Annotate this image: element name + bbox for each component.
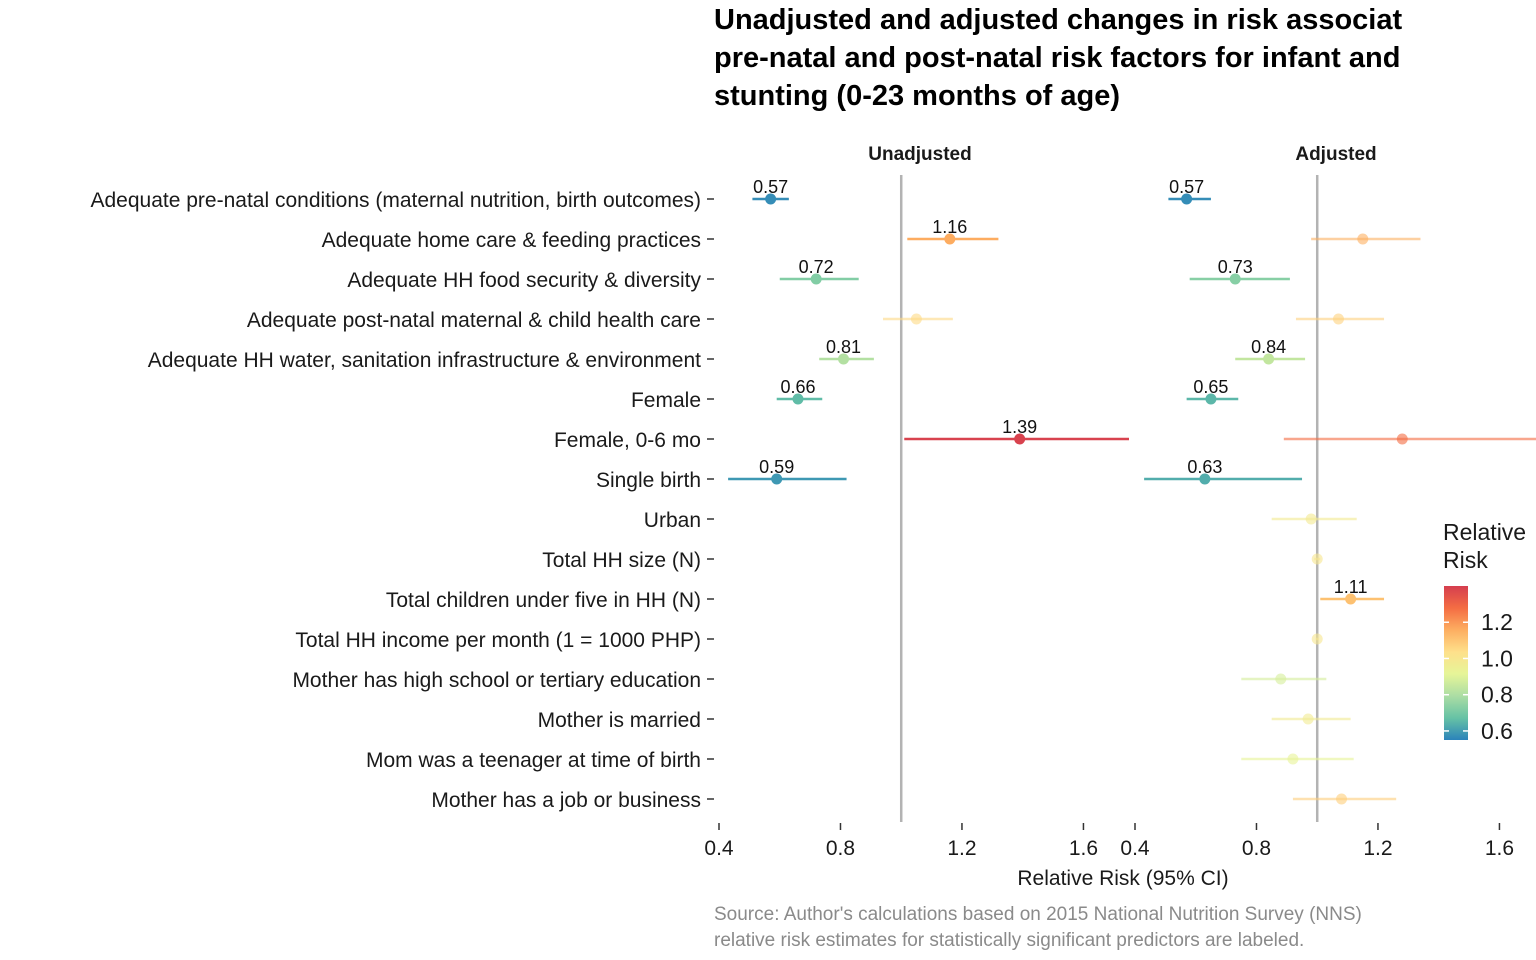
x-tick-label: 1.6: [1069, 837, 1098, 860]
x-tick-label: 0.8: [1242, 837, 1271, 860]
legend-title: Risk: [1443, 547, 1488, 573]
estimate-point: [1311, 553, 1323, 565]
category-label: Urban: [644, 509, 701, 532]
estimate-point: [765, 193, 777, 205]
panel-title: Unadjusted: [868, 144, 971, 165]
x-tick-label: 1.2: [1363, 837, 1392, 860]
chart-title-line-1: Unadjusted and adjusted changes in risk …: [714, 4, 1403, 36]
data-label: 0.81: [826, 337, 861, 357]
caption-line-1: Source: Author's calculations based on 2…: [714, 904, 1362, 925]
data-label: 0.72: [799, 257, 834, 277]
data-label: 1.16: [932, 217, 967, 237]
x-tick-label: 0.4: [1120, 837, 1150, 860]
category-label: Adequate pre-natal conditions (maternal …: [91, 189, 702, 212]
data-label: 0.73: [1218, 257, 1253, 277]
legend-tick-label: 0.8: [1481, 682, 1513, 708]
estimate-point: [771, 473, 783, 485]
data-label: 0.84: [1251, 337, 1286, 357]
data-label: 0.65: [1193, 377, 1228, 397]
estimate-point: [1345, 593, 1357, 605]
x-tick-label: 1.2: [947, 837, 976, 860]
category-label: Total HH income per month (1 = 1000 PHP): [295, 629, 701, 652]
estimate-point: [1332, 313, 1344, 325]
chart-title-line-2: pre-natal and post-natal risk factors fo…: [714, 42, 1401, 74]
estimate-point: [1014, 433, 1026, 445]
estimate-point: [792, 393, 804, 405]
estimate-point: [1263, 353, 1275, 365]
category-label: Adequate home care & feeding practices: [322, 229, 701, 252]
category-label: Single birth: [596, 469, 701, 492]
legend-title: Relative: [1443, 519, 1526, 545]
legend-tick-label: 0.6: [1481, 718, 1513, 744]
estimate-point: [1396, 433, 1408, 445]
legend-tick-label: 1.2: [1481, 609, 1513, 635]
data-label: 1.39: [1002, 417, 1037, 437]
legend-colorbar: [1444, 586, 1468, 740]
estimate-point: [1229, 273, 1241, 285]
estimate-point: [1181, 193, 1193, 205]
x-axis-label: Relative Risk (95% CI): [1017, 867, 1228, 890]
estimate-point: [944, 233, 956, 245]
category-label: Mother has high school or tertiary educa…: [292, 669, 701, 692]
category-label: Adequate HH food security & diversity: [347, 269, 701, 292]
caption-line-2: relative risk estimates for statisticall…: [714, 930, 1305, 951]
data-label: 1.11: [1334, 577, 1368, 597]
estimate-point: [1275, 673, 1287, 685]
category-label: Total children under five in HH (N): [386, 589, 701, 612]
estimate-point: [910, 313, 922, 325]
estimate-point: [1205, 393, 1217, 405]
x-tick-label: 0.8: [826, 837, 855, 860]
estimate-point: [838, 353, 850, 365]
category-label: Mom was a teenager at time of birth: [366, 749, 701, 772]
estimate-point: [1199, 473, 1211, 485]
x-tick-label: 1.6: [1485, 837, 1514, 860]
data-label: 0.59: [759, 457, 794, 477]
category-label: Adequate HH water, sanitation infrastruc…: [148, 349, 701, 372]
category-label: Total HH size (N): [542, 549, 701, 572]
data-label: 0.66: [780, 377, 815, 397]
category-label: Adequate post-natal maternal & child hea…: [247, 309, 701, 332]
estimate-point: [1302, 713, 1314, 725]
estimate-point: [1311, 633, 1323, 645]
category-label: Mother has a job or business: [431, 789, 701, 812]
estimate-point: [1305, 513, 1317, 525]
estimate-point: [1357, 233, 1369, 245]
category-label: Female, 0-6 mo: [554, 429, 701, 452]
data-label: 0.63: [1187, 457, 1222, 477]
data-label: 0.57: [753, 177, 788, 197]
legend-tick-label: 1.0: [1481, 645, 1513, 671]
x-tick-label: 0.4: [704, 837, 734, 860]
estimate-point: [1287, 753, 1299, 765]
estimate-point: [1336, 793, 1348, 805]
chart-title-line-3: stunting (0-23 months of age): [714, 80, 1120, 112]
panel-title: Adjusted: [1295, 144, 1376, 165]
category-label: Mother is married: [538, 709, 701, 732]
category-label: Female: [631, 389, 701, 412]
estimate-point: [810, 273, 822, 285]
data-label: 0.57: [1169, 177, 1204, 197]
